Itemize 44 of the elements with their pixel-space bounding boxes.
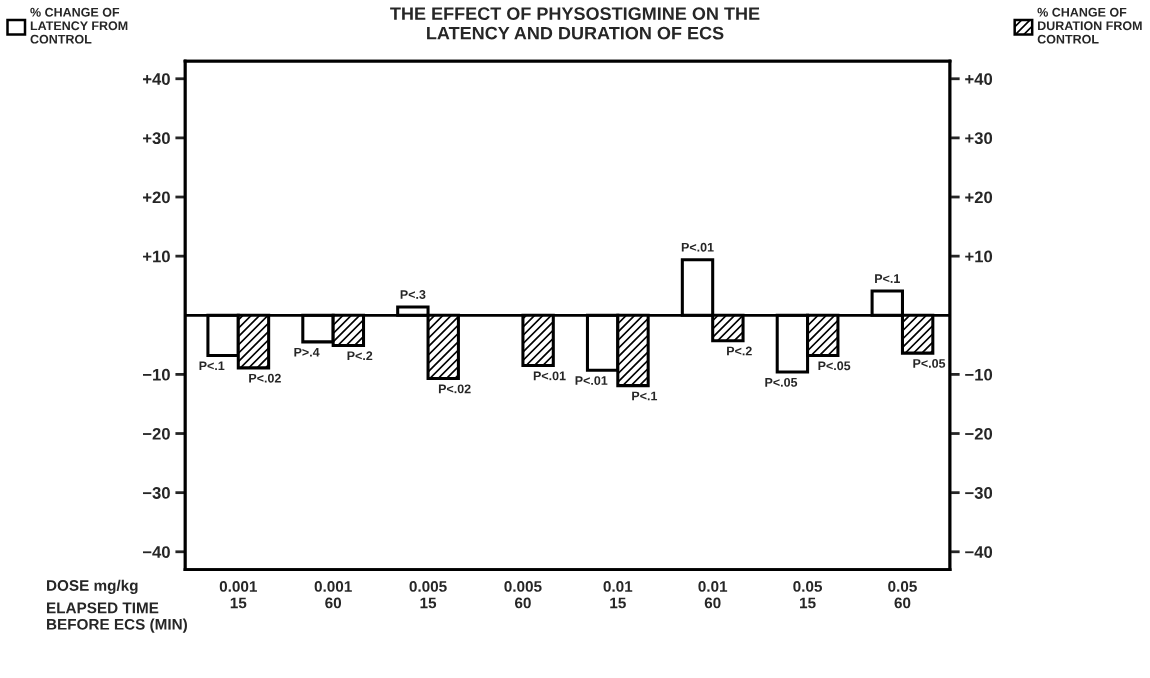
- data-label: P<.2: [347, 351, 373, 361]
- y2-tick-label: −30: [965, 487, 993, 499]
- x-tick-label: 0.005 60: [504, 581, 542, 609]
- text: ELAPSED TIME BEFORE ECS (MIN): [47, 602, 187, 633]
- x-tick-label: 0.01 15: [603, 581, 633, 609]
- x-tick-label: 0.01 60: [698, 581, 728, 609]
- x-tick-label: 0.001 15: [219, 581, 257, 609]
- legend-label: % CHANGE OF DURATION FROM CONTROL: [1037, 7, 1142, 44]
- text: DOSE mg/kg: [47, 579, 138, 594]
- y-tick-label: +20: [143, 191, 170, 204]
- data-label: P>.4: [294, 347, 320, 357]
- y2-tick-label: −10: [965, 368, 993, 381]
- y2-tick-label: −20: [965, 427, 993, 440]
- data-label: P<.1: [199, 361, 225, 371]
- data-label: P<.1: [632, 391, 658, 401]
- data-label: P<.01: [575, 376, 608, 385]
- data-label: P<.3: [400, 290, 426, 299]
- y-tick-label: +10: [143, 250, 170, 263]
- y2-tick-label: −40: [965, 546, 993, 558]
- data-label: P<.02: [438, 384, 471, 394]
- chart-title: THE EFFECT OF PHYSOSTIGMINE ON THE LATENCY AND DURATION OF ECS: [390, 7, 760, 40]
- y-tick-label: −40: [142, 546, 170, 558]
- data-label: P<.05: [765, 377, 798, 387]
- x-tick-label: 0.05 60: [888, 581, 917, 609]
- y-tick-label: −10: [142, 368, 170, 381]
- data-label: P<.02: [249, 373, 281, 383]
- data-label: P<.2: [727, 346, 752, 356]
- data-label: P<.01: [533, 371, 566, 381]
- x-tick-label: 0.05 15: [793, 581, 823, 609]
- x-tick-label: 0.005 15: [409, 581, 447, 609]
- y-tick-label: −20: [142, 427, 170, 440]
- y-tick-label: −30: [142, 487, 170, 499]
- data-label: P<.05: [818, 361, 851, 371]
- data-label: P<.1: [875, 274, 900, 283]
- x-tick-label: 0.001 60: [314, 581, 352, 609]
- y-tick-label: +40: [143, 73, 170, 85]
- y2-tick-label: +20: [965, 191, 993, 204]
- y2-tick-label: +10: [965, 250, 993, 263]
- legend-label: % CHANGE OF LATENCY FROM CONTROL: [30, 7, 128, 44]
- y2-tick-label: +40: [965, 73, 993, 85]
- data-label: P<.05: [913, 359, 946, 368]
- y-tick-label: +30: [143, 132, 170, 145]
- y2-tick-label: +30: [965, 132, 993, 145]
- data-label: P<.01: [681, 242, 714, 252]
